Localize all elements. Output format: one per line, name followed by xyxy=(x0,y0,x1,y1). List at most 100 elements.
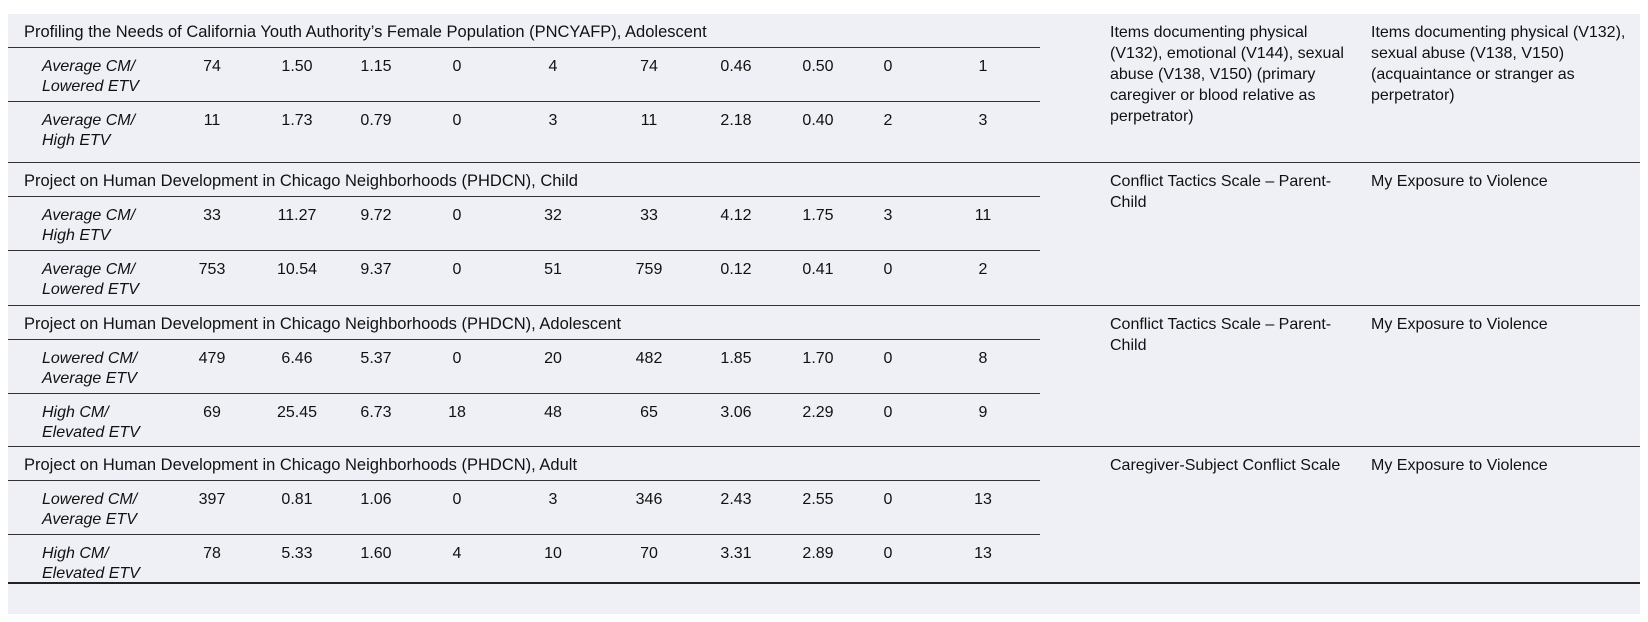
table-cell: 2.29 xyxy=(802,404,834,421)
table-cell: 6.46 xyxy=(281,350,313,367)
table-cell: 0.79 xyxy=(360,112,392,129)
table-cell: 70 xyxy=(640,545,658,562)
table-cell: 5.37 xyxy=(360,350,392,367)
table-cell: 0.12 xyxy=(720,261,752,278)
row-underline xyxy=(8,393,1040,394)
table-cell: 69 xyxy=(203,404,221,421)
table-cell: 397 xyxy=(198,491,226,508)
table-cell: 3 xyxy=(548,491,558,508)
measure-description: Conflict Tactics Scale – Parent-Child xyxy=(1110,173,1332,211)
table-cell: 0.50 xyxy=(802,58,834,75)
title-underline xyxy=(8,339,1040,340)
table-cell: 1.15 xyxy=(360,58,392,75)
table-cell: 11 xyxy=(974,207,992,224)
table-cell: 2 xyxy=(978,261,988,278)
table-cell: 3.06 xyxy=(720,404,752,421)
table-cell: 9 xyxy=(978,404,988,421)
table-cell: 32 xyxy=(544,207,562,224)
table-cell: 10.54 xyxy=(276,261,318,278)
table-cell: 3 xyxy=(978,112,988,129)
data-table: Profiling the Needs of California Youth … xyxy=(8,14,1640,614)
measure-description: My Exposure to Violence xyxy=(1371,173,1548,190)
row-label: Elevated ETV xyxy=(42,424,140,441)
table-cell: 0 xyxy=(452,491,462,508)
table-cell: 0 xyxy=(452,261,462,278)
table-cell: 4.12 xyxy=(720,207,752,224)
row-label: Average ETV xyxy=(42,370,137,387)
table-cell: 8 xyxy=(978,350,988,367)
row-label: Lowered ETV xyxy=(42,281,139,298)
table-cell: 2 xyxy=(883,112,893,129)
measure-description: My Exposure to Violence xyxy=(1371,457,1548,474)
title-underline xyxy=(8,480,1040,481)
table-cell: 74 xyxy=(640,58,658,75)
table-cell: 482 xyxy=(635,350,663,367)
measure-description: Items documenting physical (V132), emoti… xyxy=(1110,24,1344,125)
title-underline xyxy=(8,196,1040,197)
table-bottom-rule xyxy=(8,582,1640,584)
table-cell: 11 xyxy=(640,112,658,129)
section-title: Project on Human Development in Chicago … xyxy=(24,315,622,333)
table-cell: 6.73 xyxy=(360,404,392,421)
table-cell: 4 xyxy=(452,545,462,562)
table-cell: 0 xyxy=(883,261,893,278)
table-cell: 0 xyxy=(452,112,462,129)
table-cell: 11 xyxy=(203,112,221,129)
table-cell: 1.70 xyxy=(802,350,834,367)
row-label: High ETV xyxy=(42,227,111,244)
table-cell: 65 xyxy=(640,404,658,421)
row-underline xyxy=(8,101,1040,102)
row-label: Elevated ETV xyxy=(42,565,140,582)
measure-description: Items documenting physical (V132), sexua… xyxy=(1371,24,1626,104)
table-cell: 0 xyxy=(883,350,893,367)
row-label: Lowered ETV xyxy=(42,78,139,95)
table-cell: 74 xyxy=(203,58,221,75)
table-cell: 78 xyxy=(203,545,221,562)
table-cell: 0 xyxy=(883,58,893,75)
table-cell: 753 xyxy=(198,261,226,278)
table-cell: 5.33 xyxy=(281,545,313,562)
table-cell: 1.60 xyxy=(360,545,392,562)
table-cell: 0.81 xyxy=(281,491,313,508)
section-title: Profiling the Needs of California Youth … xyxy=(24,23,707,41)
table-cell: 0 xyxy=(452,350,462,367)
table-cell: 25.45 xyxy=(276,404,318,421)
section-title: Project on Human Development in Chicago … xyxy=(24,456,578,474)
table-cell: 0.40 xyxy=(802,112,834,129)
row-label: Average CM/ xyxy=(42,207,136,224)
table-cell: 13 xyxy=(974,545,992,562)
table-cell: 1 xyxy=(978,58,988,75)
table-cell: 0 xyxy=(883,545,893,562)
table-cell: 2.55 xyxy=(802,491,834,508)
row-label: High ETV xyxy=(42,132,111,149)
measure-description: My Exposure to Violence xyxy=(1371,316,1548,333)
table-cell: 51 xyxy=(544,261,562,278)
measure-description: Conflict Tactics Scale – Parent-Child xyxy=(1110,316,1332,354)
row-label: High CM/ xyxy=(42,545,109,562)
table-cell: 2.18 xyxy=(720,112,752,129)
table-cell: 0 xyxy=(883,404,893,421)
table-cell: 759 xyxy=(635,261,663,278)
table-cell: 0.46 xyxy=(720,58,752,75)
table-cell: 3.31 xyxy=(720,545,752,562)
section-divider xyxy=(8,446,1640,447)
row-label: High CM/ xyxy=(42,404,109,421)
table-cell: 4 xyxy=(548,58,558,75)
table-cell: 9.37 xyxy=(360,261,392,278)
section-title: Project on Human Development in Chicago … xyxy=(24,172,578,190)
table-cell: 0.41 xyxy=(802,261,834,278)
row-label: Average CM/ xyxy=(42,261,136,278)
table-cell: 1.50 xyxy=(281,58,313,75)
section-divider xyxy=(8,162,1640,163)
table-cell: 33 xyxy=(203,207,221,224)
table-cell: 1.73 xyxy=(281,112,313,129)
table-cell: 0 xyxy=(883,491,893,508)
table-cell: 10 xyxy=(544,545,562,562)
table-cell: 18 xyxy=(448,404,466,421)
row-label: Lowered CM/ xyxy=(42,491,138,508)
table-cell: 3 xyxy=(548,112,558,129)
table-cell: 48 xyxy=(544,404,562,421)
table-cell: 20 xyxy=(544,350,562,367)
table-cell: 1.06 xyxy=(360,491,392,508)
row-label: Lowered CM/ xyxy=(42,350,138,367)
